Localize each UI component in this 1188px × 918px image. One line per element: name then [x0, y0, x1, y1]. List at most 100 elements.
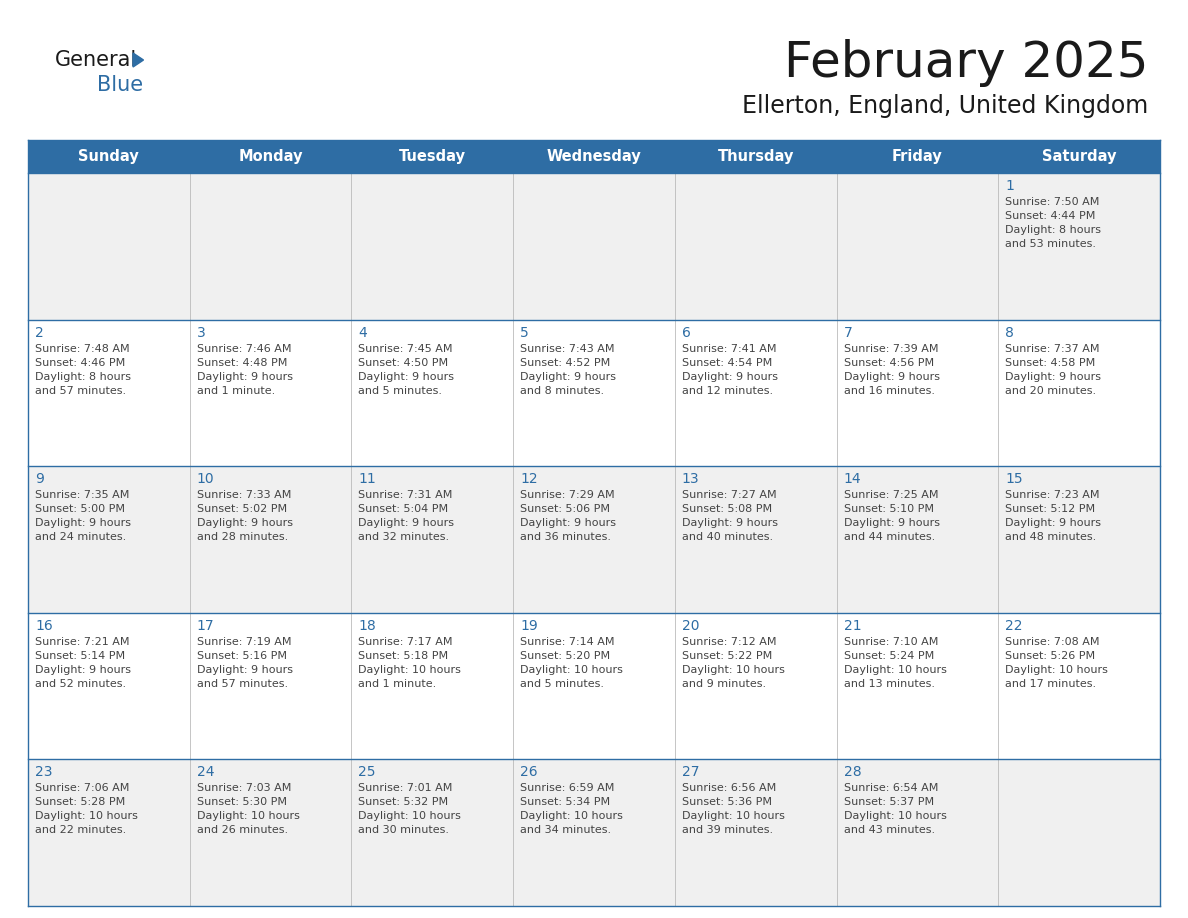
Text: 18: 18: [359, 619, 377, 633]
Text: Sunrise: 6:59 AM: Sunrise: 6:59 AM: [520, 783, 614, 793]
Bar: [29, 466, 1159, 613]
Text: Sunset: 5:22 PM: Sunset: 5:22 PM: [682, 651, 772, 661]
Text: Daylight: 10 hours: Daylight: 10 hours: [359, 812, 461, 822]
Text: Sunday: Sunday: [78, 149, 139, 164]
Text: 3: 3: [197, 326, 206, 340]
Text: Sunrise: 7:08 AM: Sunrise: 7:08 AM: [1005, 637, 1100, 647]
Text: Sunrise: 7:17 AM: Sunrise: 7:17 AM: [359, 637, 453, 647]
Text: and 5 minutes.: and 5 minutes.: [520, 678, 605, 688]
Text: and 34 minutes.: and 34 minutes.: [520, 825, 612, 835]
Text: 14: 14: [843, 472, 861, 487]
Bar: [29, 759, 1159, 906]
Text: Sunset: 4:50 PM: Sunset: 4:50 PM: [359, 358, 449, 367]
Text: Sunrise: 6:54 AM: Sunrise: 6:54 AM: [843, 783, 939, 793]
Text: and 40 minutes.: and 40 minutes.: [682, 532, 773, 543]
Text: Daylight: 9 hours: Daylight: 9 hours: [1005, 518, 1101, 528]
Text: February 2025: February 2025: [784, 39, 1148, 87]
Text: Sunrise: 7:35 AM: Sunrise: 7:35 AM: [34, 490, 129, 500]
Text: Sunrise: 7:31 AM: Sunrise: 7:31 AM: [359, 490, 453, 500]
Text: Sunset: 5:28 PM: Sunset: 5:28 PM: [34, 798, 125, 808]
Text: 2: 2: [34, 326, 44, 340]
Text: 6: 6: [682, 326, 690, 340]
Text: Daylight: 10 hours: Daylight: 10 hours: [34, 812, 138, 822]
Text: Sunrise: 7:01 AM: Sunrise: 7:01 AM: [359, 783, 453, 793]
Text: Sunrise: 7:25 AM: Sunrise: 7:25 AM: [843, 490, 939, 500]
Text: and 30 minutes.: and 30 minutes.: [359, 825, 449, 835]
Text: Sunset: 5:30 PM: Sunset: 5:30 PM: [197, 798, 286, 808]
Text: Sunset: 4:44 PM: Sunset: 4:44 PM: [1005, 211, 1095, 221]
Bar: [29, 173, 1159, 319]
Text: Sunrise: 7:23 AM: Sunrise: 7:23 AM: [1005, 490, 1100, 500]
Text: Sunset: 4:46 PM: Sunset: 4:46 PM: [34, 358, 125, 367]
Text: Sunrise: 7:06 AM: Sunrise: 7:06 AM: [34, 783, 129, 793]
Text: and 16 minutes.: and 16 minutes.: [843, 386, 935, 396]
Text: Sunrise: 6:56 AM: Sunrise: 6:56 AM: [682, 783, 776, 793]
Text: Sunset: 4:56 PM: Sunset: 4:56 PM: [843, 358, 934, 367]
Polygon shape: [133, 53, 144, 67]
Text: Daylight: 9 hours: Daylight: 9 hours: [34, 518, 131, 528]
Text: and 5 minutes.: and 5 minutes.: [359, 386, 442, 396]
Text: 5: 5: [520, 326, 529, 340]
Text: 21: 21: [843, 619, 861, 633]
Text: and 36 minutes.: and 36 minutes.: [520, 532, 611, 543]
Text: Sunrise: 7:46 AM: Sunrise: 7:46 AM: [197, 343, 291, 353]
Text: Daylight: 9 hours: Daylight: 9 hours: [682, 518, 778, 528]
Text: Sunrise: 7:29 AM: Sunrise: 7:29 AM: [520, 490, 614, 500]
Text: 20: 20: [682, 619, 700, 633]
Text: and 9 minutes.: and 9 minutes.: [682, 678, 766, 688]
Text: Sunset: 5:16 PM: Sunset: 5:16 PM: [197, 651, 286, 661]
Text: Sunset: 5:04 PM: Sunset: 5:04 PM: [359, 504, 449, 514]
Text: 24: 24: [197, 766, 214, 779]
Text: and 32 minutes.: and 32 minutes.: [359, 532, 449, 543]
Text: Daylight: 10 hours: Daylight: 10 hours: [843, 812, 947, 822]
Text: Sunrise: 7:41 AM: Sunrise: 7:41 AM: [682, 343, 776, 353]
Text: Sunset: 5:10 PM: Sunset: 5:10 PM: [843, 504, 934, 514]
Text: Sunrise: 7:33 AM: Sunrise: 7:33 AM: [197, 490, 291, 500]
Text: and 43 minutes.: and 43 minutes.: [843, 825, 935, 835]
Text: Sunset: 5:32 PM: Sunset: 5:32 PM: [359, 798, 449, 808]
Text: Daylight: 9 hours: Daylight: 9 hours: [359, 518, 455, 528]
Text: Daylight: 8 hours: Daylight: 8 hours: [34, 372, 131, 382]
Text: 22: 22: [1005, 619, 1023, 633]
Text: and 1 minute.: and 1 minute.: [359, 678, 437, 688]
Text: Sunrise: 7:50 AM: Sunrise: 7:50 AM: [1005, 197, 1100, 207]
Text: Sunset: 5:24 PM: Sunset: 5:24 PM: [843, 651, 934, 661]
Text: Daylight: 10 hours: Daylight: 10 hours: [359, 665, 461, 675]
Text: 19: 19: [520, 619, 538, 633]
Text: Sunrise: 7:43 AM: Sunrise: 7:43 AM: [520, 343, 614, 353]
Text: Daylight: 8 hours: Daylight: 8 hours: [1005, 225, 1101, 235]
Text: Sunset: 5:36 PM: Sunset: 5:36 PM: [682, 798, 772, 808]
Text: Sunrise: 7:03 AM: Sunrise: 7:03 AM: [197, 783, 291, 793]
Text: Sunrise: 7:21 AM: Sunrise: 7:21 AM: [34, 637, 129, 647]
Text: 12: 12: [520, 472, 538, 487]
Text: Sunset: 5:08 PM: Sunset: 5:08 PM: [682, 504, 772, 514]
Text: Daylight: 10 hours: Daylight: 10 hours: [197, 812, 299, 822]
Text: 15: 15: [1005, 472, 1023, 487]
Text: Daylight: 9 hours: Daylight: 9 hours: [843, 372, 940, 382]
Text: and 52 minutes.: and 52 minutes.: [34, 678, 126, 688]
Text: Sunrise: 7:14 AM: Sunrise: 7:14 AM: [520, 637, 614, 647]
Text: Sunset: 5:02 PM: Sunset: 5:02 PM: [197, 504, 286, 514]
Text: 1: 1: [1005, 179, 1015, 193]
Text: General: General: [55, 50, 138, 70]
Text: Daylight: 9 hours: Daylight: 9 hours: [197, 665, 292, 675]
Text: 13: 13: [682, 472, 700, 487]
Text: and 48 minutes.: and 48 minutes.: [1005, 532, 1097, 543]
Text: Daylight: 10 hours: Daylight: 10 hours: [1005, 665, 1108, 675]
Text: and 44 minutes.: and 44 minutes.: [843, 532, 935, 543]
Bar: [29, 613, 1159, 759]
Text: Tuesday: Tuesday: [399, 149, 466, 164]
Text: Sunrise: 7:27 AM: Sunrise: 7:27 AM: [682, 490, 777, 500]
Text: Sunset: 5:26 PM: Sunset: 5:26 PM: [1005, 651, 1095, 661]
Text: Sunset: 5:20 PM: Sunset: 5:20 PM: [520, 651, 611, 661]
Text: Daylight: 9 hours: Daylight: 9 hours: [520, 372, 617, 382]
Text: and 13 minutes.: and 13 minutes.: [843, 678, 935, 688]
Text: and 24 minutes.: and 24 minutes.: [34, 532, 126, 543]
Text: 28: 28: [843, 766, 861, 779]
Text: and 20 minutes.: and 20 minutes.: [1005, 386, 1097, 396]
Text: Daylight: 10 hours: Daylight: 10 hours: [682, 812, 785, 822]
Text: 4: 4: [359, 326, 367, 340]
Text: Saturday: Saturday: [1042, 149, 1117, 164]
Text: 27: 27: [682, 766, 700, 779]
Text: Monday: Monday: [239, 149, 303, 164]
